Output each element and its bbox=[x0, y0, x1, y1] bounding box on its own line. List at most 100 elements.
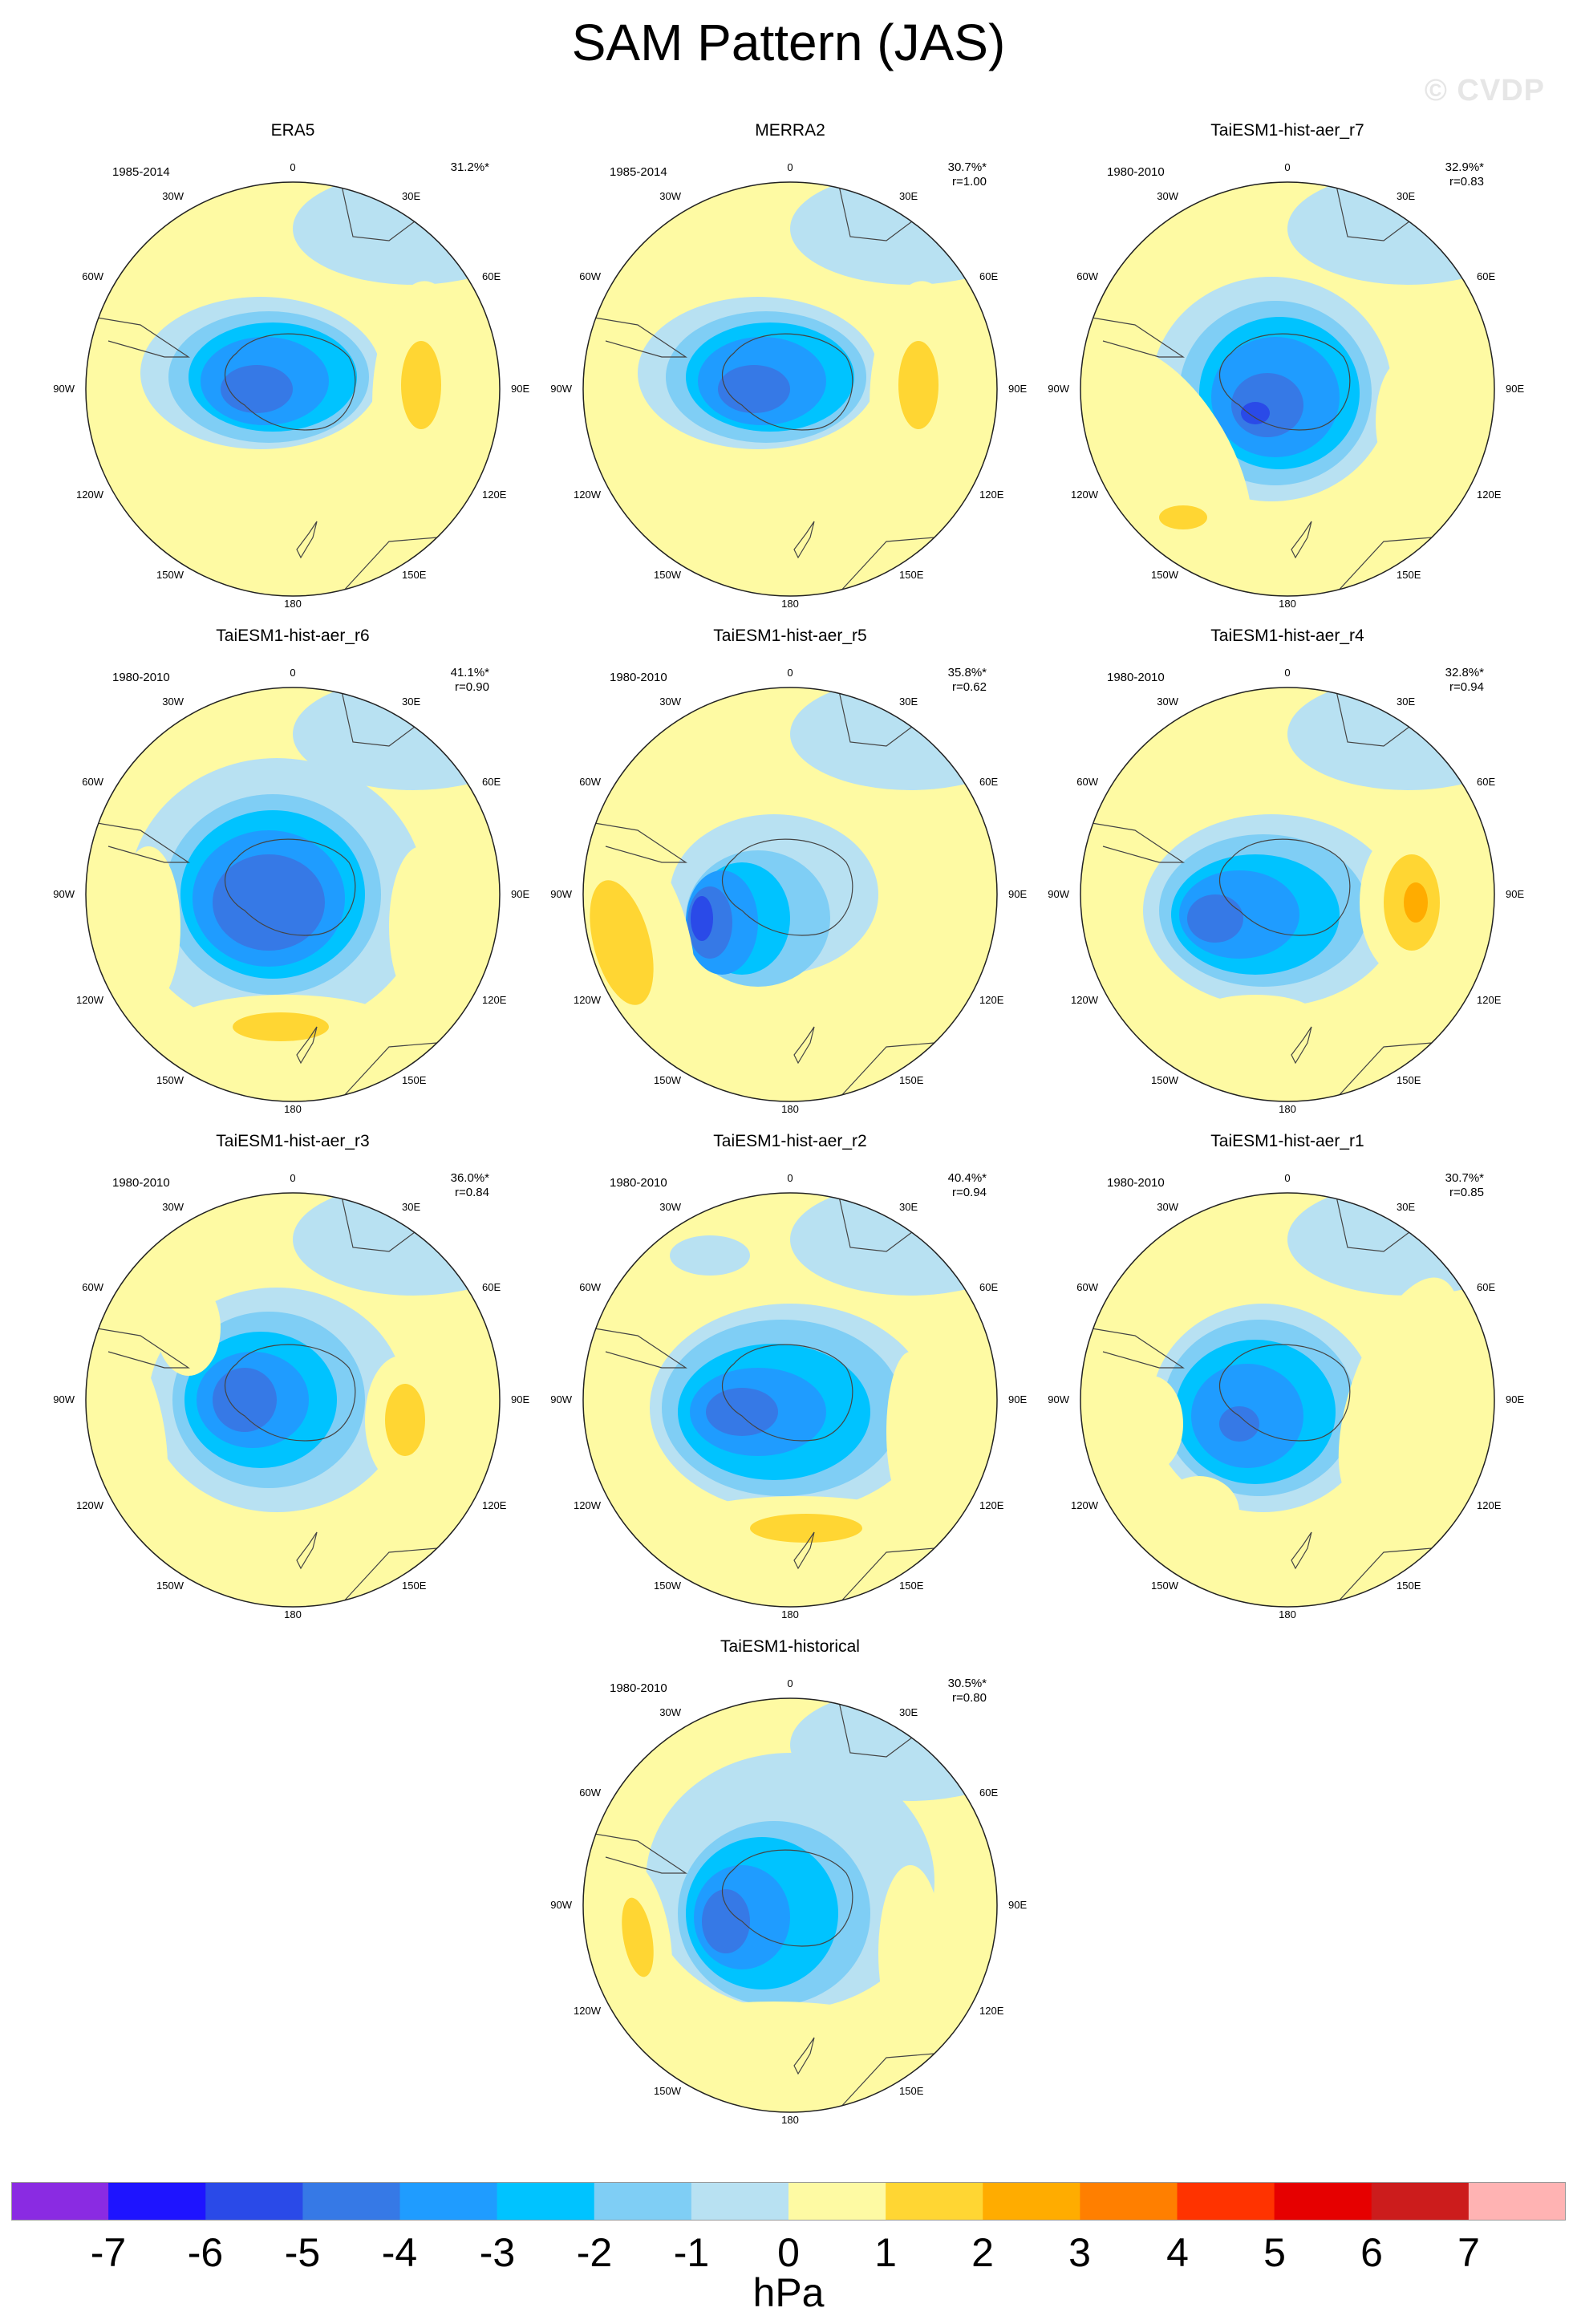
anomaly-contour bbox=[639, 754, 732, 810]
longitude-label: 90W bbox=[53, 888, 75, 900]
longitude-label: 90E bbox=[511, 383, 529, 395]
coastline bbox=[340, 182, 438, 241]
panel-stats: 36.0%* r=0.84 bbox=[409, 1171, 489, 1200]
map-field bbox=[86, 1193, 500, 1607]
longitude-label: 90E bbox=[511, 1393, 529, 1405]
anomaly-contour bbox=[630, 2002, 918, 2082]
coastline bbox=[589, 1327, 687, 1369]
anomaly-contour bbox=[691, 896, 713, 941]
anomaly-contour bbox=[189, 476, 301, 511]
colorbar-swatch bbox=[691, 2182, 789, 2221]
longitude-label: 150E bbox=[402, 569, 427, 581]
colorbar-tick: -6 bbox=[187, 2230, 224, 2275]
panel-period: 1980-2010 bbox=[610, 1176, 667, 1190]
coastline bbox=[721, 838, 853, 936]
longitude-label: 90E bbox=[1506, 1393, 1524, 1405]
anomaly-contour bbox=[233, 1012, 329, 1041]
panel-stats: 30.5%* r=0.80 bbox=[906, 1677, 987, 1705]
panel-period: 1980-2010 bbox=[112, 1176, 170, 1190]
anomaly-contour bbox=[1231, 373, 1303, 437]
longitude-label: 0 bbox=[1284, 667, 1290, 679]
coastline bbox=[1086, 316, 1185, 358]
colorbar-tick: -2 bbox=[576, 2230, 613, 2275]
map-panel-merra2: MERRA2 1985-2014 30.7%* r=1.00 0 30E 60E 90… bbox=[529, 120, 1051, 618]
colorbar-tick: 0 bbox=[777, 2230, 800, 2275]
colorbar-tick: 2 bbox=[971, 2230, 994, 2275]
longitude-label: 90W bbox=[550, 383, 572, 395]
map-border bbox=[1080, 181, 1495, 597]
map-border bbox=[582, 1192, 998, 1608]
coastline bbox=[296, 1531, 318, 1570]
anomaly-contour bbox=[1376, 357, 1440, 485]
longitude-label: 180 bbox=[284, 1608, 302, 1620]
polar-map: 0 30E 60E 90E 120E 150E 180 150W 120W 90W 60W 30W bbox=[1048, 1172, 1524, 1620]
longitude-label: 120E bbox=[979, 2005, 1004, 2017]
anomaly-contour bbox=[389, 846, 453, 1007]
map-border bbox=[1080, 687, 1495, 1102]
anomaly-contour bbox=[1159, 505, 1207, 529]
panel-stats: 35.8%* r=0.62 bbox=[906, 666, 987, 695]
anomaly-contour bbox=[886, 1352, 934, 1512]
colorbar-tick: -3 bbox=[479, 2230, 516, 2275]
longitude-label: 150W bbox=[156, 1074, 184, 1086]
longitude-label: 180 bbox=[781, 1103, 799, 1115]
panel-title: TaiESM1-hist-aer_r3 bbox=[216, 1132, 370, 1150]
coastline bbox=[340, 1193, 438, 1252]
longitude-label: 90W bbox=[1048, 888, 1069, 900]
anomaly-contour bbox=[706, 1388, 778, 1436]
longitude-label: 180 bbox=[284, 598, 302, 610]
longitude-label: 120W bbox=[574, 489, 602, 501]
longitude-label: 180 bbox=[1279, 1608, 1296, 1620]
panel-title: TaiESM1-historical bbox=[720, 1637, 860, 1656]
longitude-label: 60E bbox=[482, 270, 501, 282]
longitude-label: 180 bbox=[781, 2114, 799, 2126]
longitude-label: 120W bbox=[1071, 994, 1099, 1006]
longitude-label: 60E bbox=[1477, 776, 1495, 788]
coastline bbox=[1218, 1344, 1351, 1442]
longitude-label: 60E bbox=[1477, 1281, 1495, 1293]
colorbar-tick: 3 bbox=[1068, 2230, 1091, 2275]
anomaly-contour bbox=[622, 1897, 654, 1977]
colorbar-tick: 4 bbox=[1166, 2230, 1189, 2275]
coastline bbox=[1218, 333, 1351, 431]
panel-title: TaiESM1-hist-aer_r1 bbox=[1210, 1132, 1364, 1150]
anomaly-contour bbox=[670, 1235, 750, 1276]
anomaly-contour bbox=[1187, 894, 1243, 943]
longitude-label: 150W bbox=[654, 569, 682, 581]
explained-variance: 32.8%* bbox=[1445, 666, 1484, 679]
colorbar-swatch bbox=[108, 2182, 206, 2221]
colorbar-tick: -1 bbox=[673, 2230, 710, 2275]
longitude-label: 120E bbox=[482, 994, 507, 1006]
longitude-label: 120E bbox=[979, 994, 1004, 1006]
longitude-label: 120E bbox=[1477, 1499, 1502, 1511]
map-panel-r3: TaiESM1-hist-aer_r3 1980-2010 36.0%* r=0… bbox=[32, 1131, 553, 1628]
longitude-label: 60E bbox=[482, 1281, 501, 1293]
map-panel-r4: TaiESM1-hist-aer_r4 1980-2010 32.8%* r=0… bbox=[1027, 626, 1548, 1123]
pattern-correlation: r=0.85 bbox=[1449, 1186, 1484, 1199]
colorbar-tick: -4 bbox=[381, 2230, 418, 2275]
colorbar-swatch bbox=[302, 2182, 400, 2221]
pattern-correlation: r=0.84 bbox=[455, 1186, 489, 1199]
polar-map: 0 30E 60E 90E 120E 150E 180 150W 120W 90W 60W 30W bbox=[53, 161, 529, 610]
longitude-label: 180 bbox=[1279, 598, 1296, 610]
longitude-label: 120E bbox=[1477, 994, 1502, 1006]
colorbar-swatch bbox=[1371, 2182, 1470, 2221]
longitude-label: 30E bbox=[1397, 696, 1415, 708]
colorbar-swatch bbox=[886, 2182, 983, 2221]
anomaly-contour bbox=[1404, 882, 1428, 923]
pattern-correlation: r=0.90 bbox=[455, 680, 489, 694]
map-panel-historical: TaiESM1-historical 1980-2010 30.5%* r=0.… bbox=[529, 1637, 1051, 2134]
longitude-label: 0 bbox=[787, 161, 793, 173]
longitude-label: 30E bbox=[1397, 1201, 1415, 1213]
explained-variance: 40.4%* bbox=[947, 1171, 987, 1185]
coastline bbox=[296, 1026, 318, 1065]
longitude-label: 60E bbox=[979, 776, 998, 788]
longitude-label: 120W bbox=[1071, 489, 1099, 501]
anomaly-contour bbox=[1219, 1406, 1259, 1442]
coastline bbox=[589, 316, 687, 358]
coastline bbox=[793, 521, 815, 559]
explained-variance: 32.9%* bbox=[1445, 160, 1484, 174]
longitude-label: 30E bbox=[899, 1201, 918, 1213]
longitude-label: 60E bbox=[482, 776, 501, 788]
coastline bbox=[1291, 1531, 1312, 1570]
